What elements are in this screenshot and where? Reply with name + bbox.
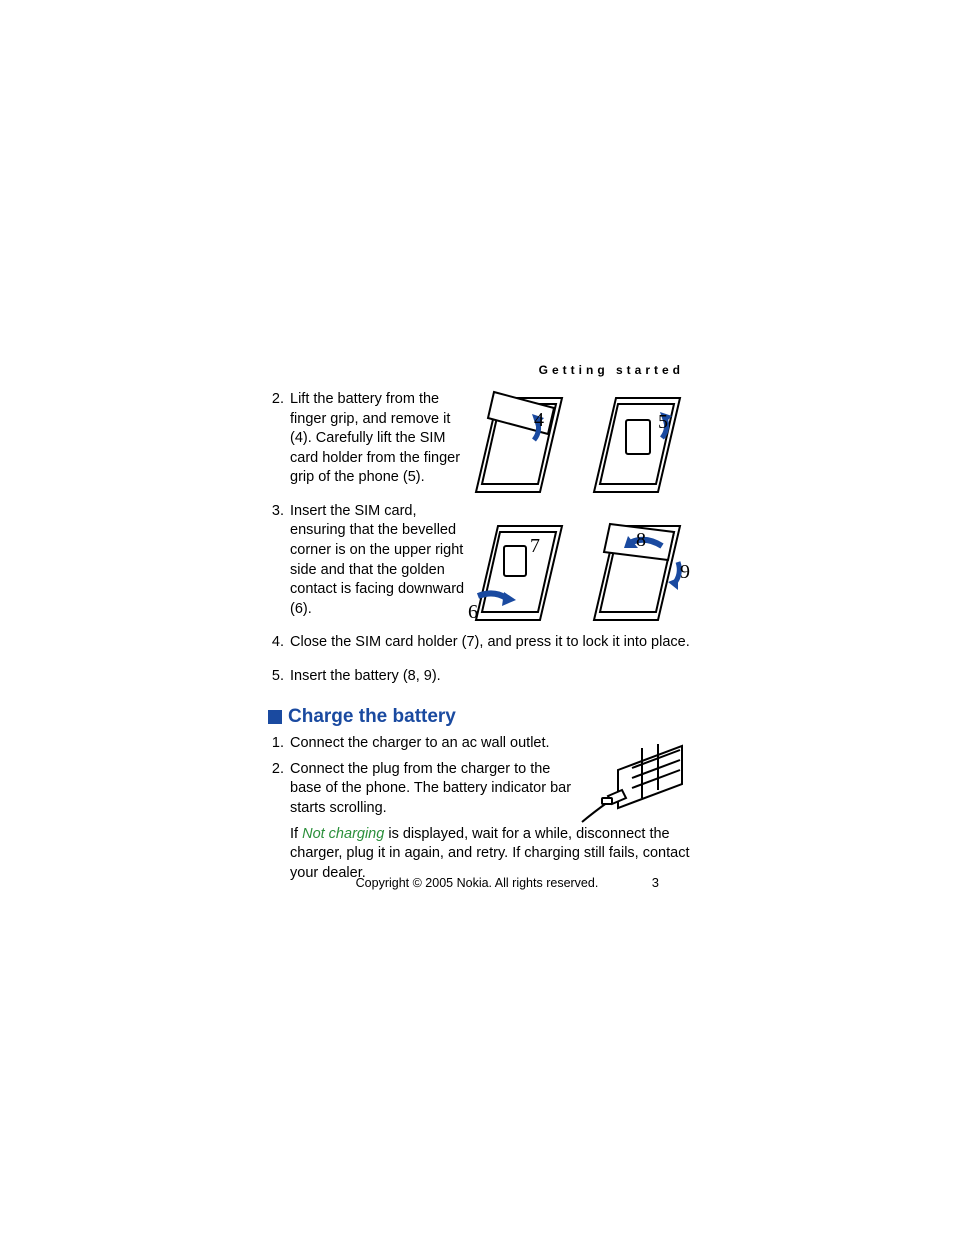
diagram-row-1: 4 5 <box>464 390 694 500</box>
step-2: Lift the battery from the finger grip, a… <box>288 390 468 488</box>
charge-step-1: Connect the charger to an ac wall outlet… <box>288 734 578 754</box>
diagram-row-2: 6 7 8 9 <box>464 518 694 628</box>
section-bullet-icon <box>268 710 282 724</box>
diagram-67: 6 7 <box>464 518 572 628</box>
charge-steps: Connect the charger to an ac wall outlet… <box>268 734 578 818</box>
diagram-89: 8 9 <box>582 518 690 628</box>
diagram-grid: 4 5 <box>464 390 694 646</box>
section-heading: Charge the battery <box>268 706 688 728</box>
running-header: Getting started <box>539 363 684 377</box>
header-text: Getting started <box>539 363 684 377</box>
diagram-label-7: 7 <box>530 535 540 557</box>
page-number: 3 <box>652 875 659 890</box>
footer-copyright: Copyright © 2005 Nokia. All rights reser… <box>0 876 954 890</box>
diagram-label-9: 9 <box>680 561 690 583</box>
step-3: Insert the SIM card, ensuring that the b… <box>288 502 468 619</box>
charge-note: If Not charging is displayed, wait for a… <box>268 825 710 884</box>
diagram-label-4: 4 <box>534 409 544 431</box>
battery-steps-narrow: Lift the battery from the finger grip, a… <box>268 390 468 619</box>
charge-step-2: Connect the plug from the charger to the… <box>288 760 578 819</box>
diagram-label-5: 5 <box>658 411 668 433</box>
step-5: Insert the battery (8, 9). <box>288 667 708 687</box>
charge-note-prefix: If <box>290 826 302 842</box>
diagram-label-8: 8 <box>636 529 646 551</box>
diagram-charger <box>578 740 688 830</box>
diagram-5: 5 <box>582 390 690 500</box>
diagram-4: 4 <box>464 390 572 500</box>
section-title: Charge the battery <box>288 706 456 728</box>
charge-note-keyword: Not charging <box>302 826 384 842</box>
diagram-label-6: 6 <box>468 601 478 623</box>
